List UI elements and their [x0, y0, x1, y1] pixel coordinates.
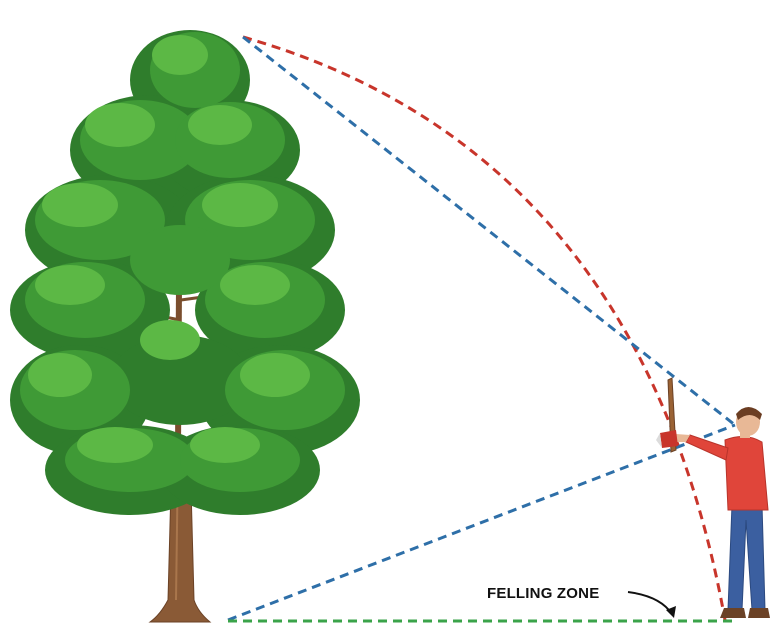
fall-arc-line [242, 35, 727, 621]
sight-line-bottom [227, 423, 736, 622]
felling-zone-label: FELLING ZONE [487, 585, 599, 602]
tree-icon [10, 30, 360, 623]
axe-icon [656, 377, 678, 453]
person-icon [676, 407, 770, 618]
curved-arrow-icon [627, 591, 676, 618]
sight-lines [227, 35, 736, 622]
